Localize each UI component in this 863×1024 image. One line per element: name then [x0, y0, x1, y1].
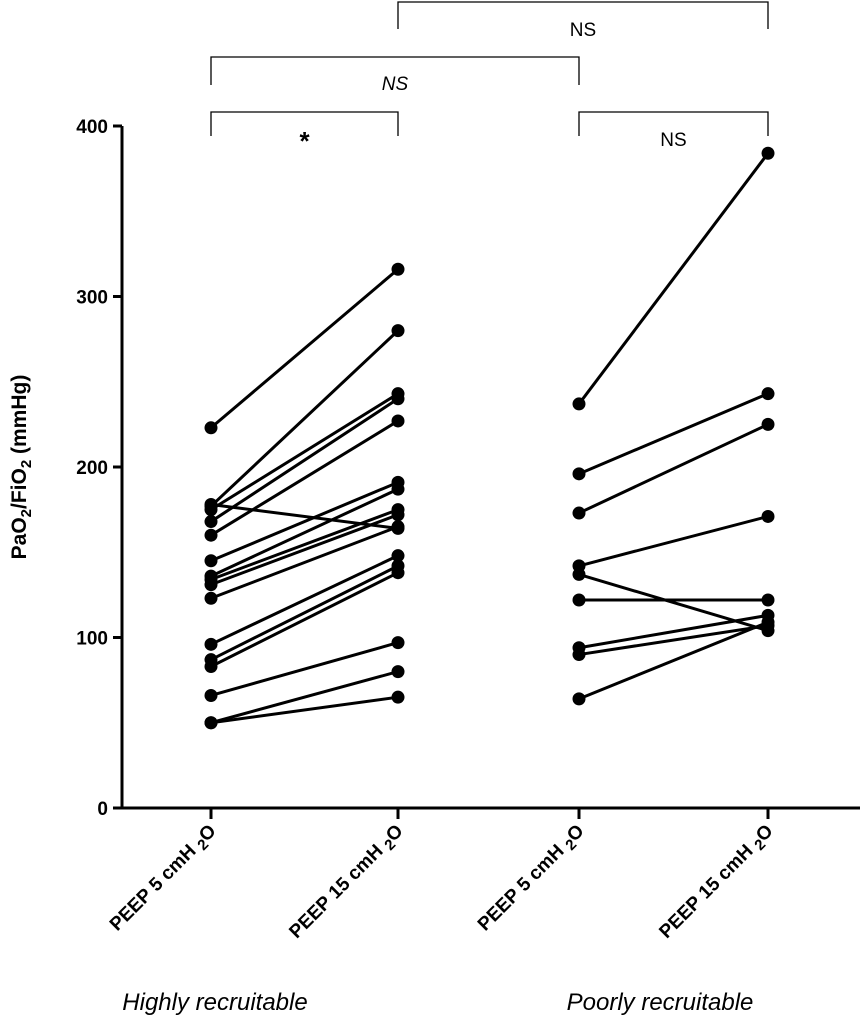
data-point — [761, 593, 775, 607]
y-axis-title: PaO2/FiO2 (mmHg) — [8, 375, 35, 560]
pair-line — [578, 392, 769, 476]
data-point — [204, 659, 218, 673]
group-label: Highly recruitable — [122, 989, 307, 1016]
data-point — [391, 549, 405, 563]
data-point — [204, 578, 218, 592]
x-category-label: PEEP 15 cmH 2O — [285, 821, 409, 945]
data-point — [391, 566, 405, 580]
x-category-label: PEEP 5 cmH 2O — [106, 821, 223, 938]
data-point — [572, 506, 586, 520]
data-point — [572, 692, 586, 706]
pair-line — [210, 268, 399, 429]
significance-brackets: * NS NS NS — [210, 1, 769, 156]
data-point — [761, 417, 775, 431]
pair-line — [210, 554, 399, 646]
data-point — [391, 521, 405, 535]
axes — [113, 124, 860, 819]
data-point — [204, 591, 218, 605]
data-point — [204, 528, 218, 542]
significance-label: NS — [660, 130, 686, 151]
significance-label: NS — [570, 20, 596, 41]
data-point — [204, 554, 218, 568]
pair-line — [210, 397, 399, 523]
pair-line — [578, 423, 769, 515]
data-point — [761, 615, 775, 629]
pair-line — [210, 392, 399, 511]
data-point — [391, 392, 405, 406]
y-tick-label: 200 — [76, 458, 108, 479]
pair-line — [210, 480, 399, 563]
significance-label: NS — [382, 74, 409, 95]
data-point — [391, 414, 405, 428]
data-point — [204, 498, 218, 512]
data-point — [391, 482, 405, 496]
x-category-label: PEEP 5 cmH 2O — [474, 821, 591, 938]
data-point — [204, 716, 218, 730]
significance-bracket — [578, 111, 769, 136]
data-point — [391, 324, 405, 338]
y-tick-label: 100 — [76, 629, 108, 650]
pair-line — [210, 641, 399, 697]
data-point — [391, 262, 405, 276]
data-point — [761, 387, 775, 401]
data-series — [204, 146, 775, 730]
data-point — [572, 467, 586, 481]
pair-line — [210, 503, 399, 530]
data-point — [391, 665, 405, 679]
pair-line — [210, 571, 399, 668]
data-point — [204, 421, 218, 435]
significance-bracket — [210, 111, 399, 136]
data-point — [572, 567, 586, 581]
pair-line — [578, 514, 769, 568]
data-point — [391, 690, 405, 704]
data-point — [572, 397, 586, 411]
pair-line — [210, 525, 399, 600]
pair-line — [210, 419, 399, 537]
significance-label: * — [299, 126, 310, 156]
x-category-label: PEEP 15 cmH 2O — [655, 821, 779, 945]
pair-line — [578, 613, 769, 650]
data-point — [761, 509, 775, 523]
pair-line — [209, 329, 400, 508]
pair-line — [578, 620, 769, 701]
data-point — [391, 508, 405, 522]
data-point — [572, 648, 586, 662]
data-point — [572, 593, 586, 607]
group-label: Poorly recruitable — [567, 989, 754, 1016]
data-point — [761, 146, 775, 160]
y-tick-label: 300 — [76, 288, 108, 309]
pair-line — [578, 572, 769, 633]
significance-bracket — [397, 1, 769, 29]
pair-line — [210, 564, 399, 662]
data-point — [204, 688, 218, 702]
data-point — [204, 637, 218, 651]
data-point — [204, 515, 218, 529]
pair-line — [210, 513, 399, 587]
data-point — [391, 636, 405, 650]
pair-line — [578, 624, 769, 657]
pair-line — [577, 152, 770, 405]
y-tick-label: 0 — [97, 799, 108, 820]
pair-line — [210, 508, 399, 581]
pair-line — [210, 670, 399, 725]
significance-bracket — [210, 56, 580, 85]
pair-line — [210, 695, 399, 725]
pair-line — [210, 487, 399, 578]
y-tick-label: 400 — [76, 117, 108, 138]
